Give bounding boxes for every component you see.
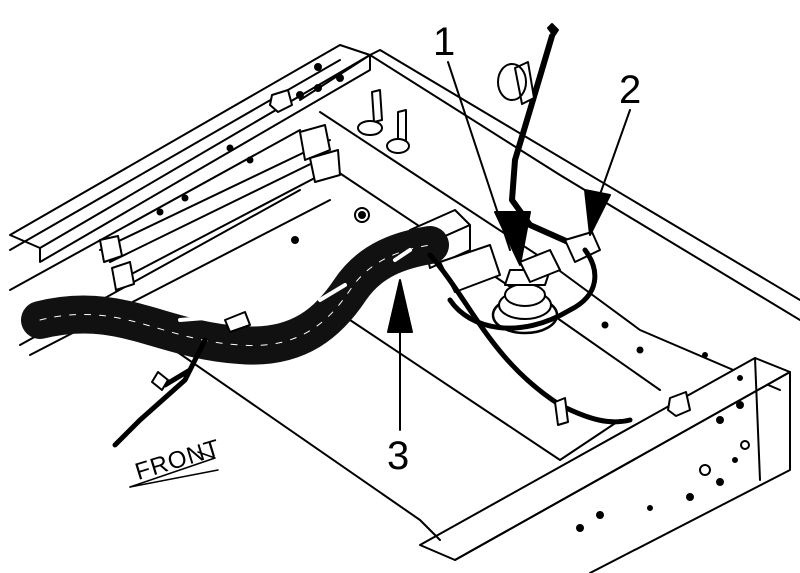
right-frame-rail: [419, 321, 791, 573]
vertical-cable: [497, 23, 578, 248]
main-harness-loom: [21, 226, 449, 365]
lower-plate-edge: [159, 319, 621, 541]
brake-lines: [99, 124, 341, 291]
callout-1-label: 1: [433, 20, 456, 64]
callout-leader-2: [584, 109, 631, 236]
callout-leader-1: [447, 61, 531, 266]
callout-3-label: 3: [387, 434, 410, 478]
callout-2-label: 2: [619, 68, 642, 112]
secondary-cables: [112, 247, 633, 448]
mounting-bolts: [269, 89, 691, 417]
grommet-connector: [491, 249, 561, 335]
callout-leader-3: [387, 279, 413, 431]
cable-clips: [151, 311, 569, 426]
front-direction-arrow: [129, 451, 219, 488]
